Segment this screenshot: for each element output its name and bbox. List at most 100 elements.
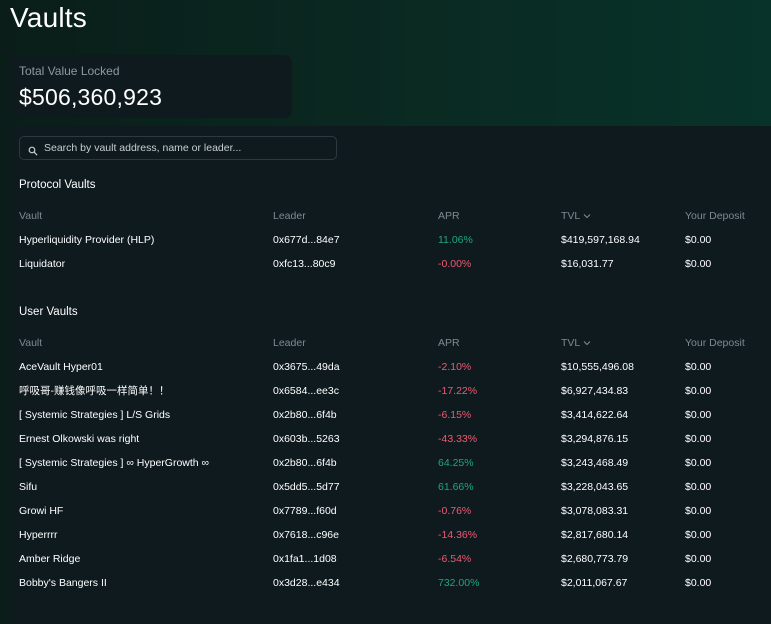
column-header-vault[interactable]: Vault <box>19 210 43 222</box>
column-header-tvl-label: TVL <box>561 210 581 222</box>
vault-tvl: $3,228,043.65 <box>561 481 629 493</box>
vault-apr: -6.15% <box>438 409 472 421</box>
vault-deposit: $0.00 <box>685 409 712 421</box>
tvl-value: $506,360,923 <box>19 84 163 110</box>
column-header-apr[interactable]: APR <box>438 210 460 222</box>
column-header-your-deposit[interactable]: Your Deposit <box>685 337 745 349</box>
vault-deposit: $0.00 <box>685 529 712 541</box>
search-box[interactable] <box>19 136 337 160</box>
vault-leader: 0x7618...c96e <box>273 529 339 541</box>
vault-apr: 732.00% <box>438 577 480 589</box>
vault-apr: -14.36% <box>438 529 478 541</box>
vault-deposit: $0.00 <box>685 385 712 397</box>
vault-deposit: $0.00 <box>685 481 712 493</box>
vault-tvl: $3,294,876.15 <box>561 433 629 445</box>
vault-apr: -0.00% <box>438 258 472 270</box>
vault-apr: 61.66% <box>438 481 474 493</box>
total-value-locked-card: Total Value Locked $506,360,923 <box>10 55 292 118</box>
vault-name: 呼吸哥-赚钱像呼吸一样简单！！ <box>19 385 170 397</box>
vault-name: [ Systemic Strategies ] ∞ HyperGrowth ∞ <box>19 457 210 469</box>
vault-leader: 0x677d...84e7 <box>273 234 340 246</box>
column-header-leader[interactable]: Leader <box>273 337 306 349</box>
table-row[interactable]: Liquidator 0xfc13...80c9 -0.00% $16,031.… <box>10 252 771 276</box>
table-row[interactable]: Hyperliquidity Provider (HLP) 0x677d...8… <box>10 228 771 252</box>
vault-tvl: $3,078,083.31 <box>561 505 629 517</box>
table-row[interactable]: Amber Ridge 0x1fa1...1d08 -6.54% $2,680,… <box>10 547 771 571</box>
vault-apr: -6.54% <box>438 553 472 565</box>
table-row[interactable]: Growi HF 0x7789...f60d -0.76% $3,078,083… <box>10 499 771 523</box>
table-row[interactable]: [ Systemic Strategies ] ∞ HyperGrowth ∞ … <box>10 451 771 475</box>
vault-deposit: $0.00 <box>685 505 712 517</box>
column-header-your-deposit[interactable]: Your Deposit <box>685 210 745 222</box>
column-header-vault[interactable]: Vault <box>19 337 43 349</box>
search-icon <box>28 143 38 156</box>
vault-tvl: $3,414,622.64 <box>561 409 629 421</box>
table-header: Vault Leader APR TVL Your Deposit <box>10 204 771 228</box>
vault-leader: 0x5dd5...5d77 <box>273 481 340 493</box>
table-row[interactable]: Sifu 0x5dd5...5d77 61.66% $3,228,043.65 … <box>10 475 771 499</box>
vault-name: [ Systemic Strategies ] L/S Grids <box>19 409 171 421</box>
vault-apr: -43.33% <box>438 433 478 445</box>
vault-name: Sifu <box>19 481 38 493</box>
protocol-vaults-table: Vault Leader APR TVL Your Deposit Hyperl… <box>10 204 771 276</box>
table-row[interactable]: 呼吸哥-赚钱像呼吸一样简单！！ 0x6584...ee3c -17.22% $6… <box>10 379 771 403</box>
vault-name: Hyperrrr <box>19 529 58 541</box>
chevron-down-icon <box>583 204 591 228</box>
vault-deposit: $0.00 <box>685 361 712 373</box>
vault-leader: 0x6584...ee3c <box>273 385 339 397</box>
vault-name: Amber Ridge <box>19 553 81 565</box>
vault-deposit: $0.00 <box>685 234 712 246</box>
vault-tvl: $3,243,468.49 <box>561 457 629 469</box>
vault-deposit: $0.00 <box>685 457 712 469</box>
vault-apr: -2.10% <box>438 361 472 373</box>
vault-name: Bobby's Bangers II <box>19 577 107 589</box>
chevron-down-icon <box>583 331 591 355</box>
vault-leader: 0x2b80...6f4b <box>273 457 337 469</box>
vaults-panel: Protocol Vaults Vault Leader APR TVL You… <box>10 126 771 624</box>
column-header-apr[interactable]: APR <box>438 337 460 349</box>
vault-leader: 0x2b80...6f4b <box>273 409 337 421</box>
table-row[interactable]: [ Systemic Strategies ] L/S Grids 0x2b80… <box>10 403 771 427</box>
user-vaults-title: User Vaults <box>19 306 78 318</box>
vault-name: AceVault Hyper01 <box>19 361 103 373</box>
vault-tvl: $16,031.77 <box>561 258 614 270</box>
vault-name: Liquidator <box>19 258 66 270</box>
column-header-tvl[interactable]: TVL <box>561 204 591 228</box>
tvl-label: Total Value Locked <box>19 64 120 78</box>
vault-deposit: $0.00 <box>685 433 712 445</box>
column-header-tvl-label: TVL <box>561 337 581 349</box>
column-header-tvl[interactable]: TVL <box>561 331 591 355</box>
vault-leader: 0xfc13...80c9 <box>273 258 336 270</box>
vault-leader: 0x3675...49da <box>273 361 340 373</box>
vault-deposit: $0.00 <box>685 258 712 270</box>
vault-deposit: $0.00 <box>685 577 712 589</box>
vault-name: Hyperliquidity Provider (HLP) <box>19 234 155 246</box>
column-header-leader[interactable]: Leader <box>273 210 306 222</box>
vault-tvl: $419,597,168.94 <box>561 234 640 246</box>
table-row[interactable]: Bobby's Bangers II 0x3d28...e434 732.00%… <box>10 571 771 595</box>
vault-apr: 64.25% <box>438 457 474 469</box>
vault-apr: -0.76% <box>438 505 472 517</box>
search-input[interactable] <box>44 142 324 154</box>
vault-tvl: $2,817,680.14 <box>561 529 629 541</box>
page-title: Vaults <box>10 2 87 33</box>
vault-name: Growi HF <box>19 505 64 517</box>
vault-leader: 0x1fa1...1d08 <box>273 553 337 565</box>
vault-leader: 0x7789...f60d <box>273 505 337 517</box>
vault-apr: 11.06% <box>438 234 473 246</box>
table-row[interactable]: AceVault Hyper01 0x3675...49da -2.10% $1… <box>10 355 771 379</box>
vault-leader: 0x3d28...e434 <box>273 577 340 589</box>
vault-tvl: $6,927,434.83 <box>561 385 629 397</box>
vault-name: Ernest Olkowski was right <box>19 433 140 445</box>
protocol-vaults-title: Protocol Vaults <box>19 179 96 191</box>
user-vaults-table: Vault Leader APR TVL Your Deposit AceVau… <box>10 331 771 595</box>
table-row[interactable]: Ernest Olkowski was right 0x603b...5263 … <box>10 427 771 451</box>
vault-deposit: $0.00 <box>685 553 712 565</box>
vault-tvl: $2,011,067.67 <box>561 577 628 589</box>
table-header: Vault Leader APR TVL Your Deposit <box>10 331 771 355</box>
vault-apr: -17.22% <box>438 385 478 397</box>
vault-leader: 0x603b...5263 <box>273 433 340 445</box>
vault-tvl: $10,555,496.08 <box>561 361 634 373</box>
vault-tvl: $2,680,773.79 <box>561 553 629 565</box>
table-row[interactable]: Hyperrrr 0x7618...c96e -14.36% $2,817,68… <box>10 523 771 547</box>
